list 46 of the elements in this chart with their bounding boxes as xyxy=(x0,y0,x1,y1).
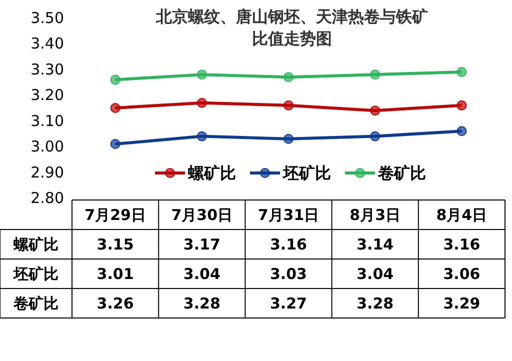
data-label: 3.16 xyxy=(443,235,480,254)
legend-label: 坯矿比 xyxy=(282,164,331,182)
y-tick-label: 3.40 xyxy=(30,34,64,53)
data-label: 3.04 xyxy=(356,264,394,283)
point xyxy=(456,100,467,110)
data-label: 3.27 xyxy=(270,294,308,312)
data-label: 3.03 xyxy=(270,264,308,283)
y-tick-label: 3.50 xyxy=(30,9,64,27)
data-label: 3.01 xyxy=(96,264,134,283)
y-tick-label: 3.30 xyxy=(30,60,64,78)
data-label: 3.28 xyxy=(183,294,220,312)
data-label: 3.15 xyxy=(96,235,134,254)
data-label: 3.29 xyxy=(443,294,480,312)
data-label: 3.26 xyxy=(96,294,134,312)
point xyxy=(110,139,120,149)
data-label: 3.28 xyxy=(356,294,394,312)
point xyxy=(196,70,207,80)
data-label: 3.14 xyxy=(356,235,394,254)
legend-label: 螺矿比 xyxy=(187,164,236,182)
y-tick-label: 3.20 xyxy=(30,86,64,104)
data-label: 3.04 xyxy=(183,264,220,283)
y-tick-label: 3.10 xyxy=(30,112,64,130)
point xyxy=(196,131,207,142)
data-label: 3.17 xyxy=(183,235,220,254)
point xyxy=(370,106,380,116)
data-label: 3.06 xyxy=(443,264,480,283)
y-tick-label: 2.90 xyxy=(30,163,64,182)
x-tick-label: 7月29日 xyxy=(84,206,146,224)
point xyxy=(284,100,294,110)
point xyxy=(370,70,380,80)
point xyxy=(456,126,467,136)
legend-label: 卷矿比 xyxy=(377,164,426,182)
data-label: 3.16 xyxy=(270,235,308,254)
point xyxy=(456,67,467,77)
x-tick-label: 7月31日 xyxy=(258,206,320,224)
point xyxy=(284,134,294,144)
y-tick-label: 3.00 xyxy=(30,138,64,156)
x-tick-label: 8月4日 xyxy=(436,206,488,224)
point xyxy=(370,131,380,142)
point xyxy=(196,98,207,108)
x-tick-label: 8月3日 xyxy=(350,206,401,224)
x-tick-label: 7月30日 xyxy=(171,206,233,224)
point xyxy=(110,74,120,85)
point xyxy=(110,103,120,113)
chart-title: 北京螺纹、唐山钢坯、天津热卷与铁矿比值走势图 xyxy=(155,7,428,48)
point xyxy=(284,72,294,82)
